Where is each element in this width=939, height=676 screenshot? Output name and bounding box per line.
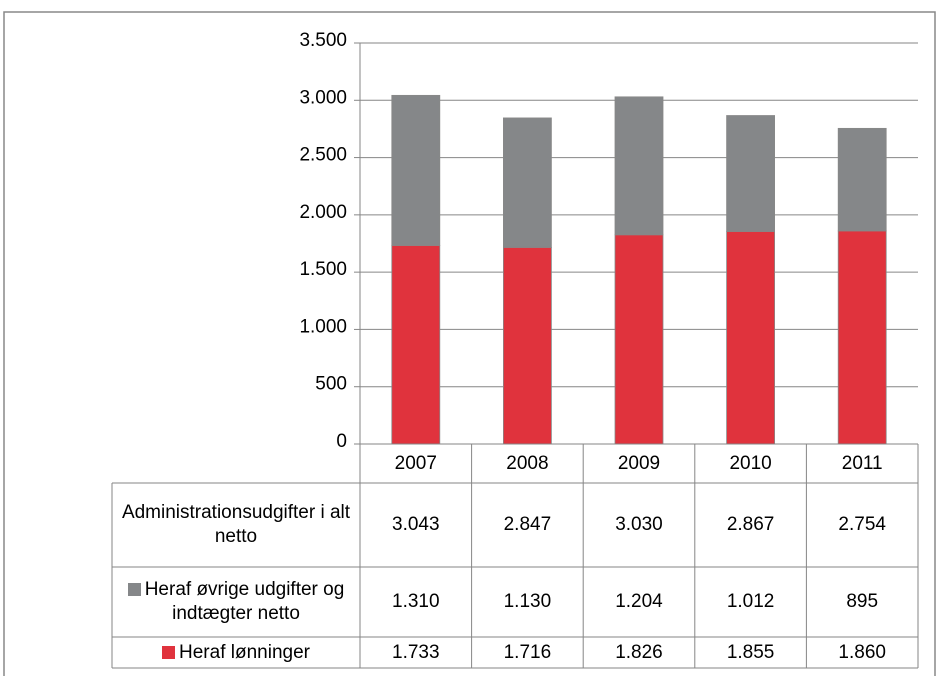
table-value: 1.716: [472, 637, 584, 668]
bar-segment: [614, 96, 664, 236]
legend-label: Heraf øvrige udgifter og indtægter netto: [114, 567, 358, 637]
table-value: 1.130: [472, 567, 584, 637]
bar-segment: [726, 231, 775, 445]
table-value-text: 1.204: [615, 591, 663, 612]
bar-segment: [391, 245, 441, 445]
legend-swatch: [162, 645, 176, 659]
x-tick-label-text: 2010: [729, 452, 772, 474]
table-value-text: 1.860: [838, 641, 886, 663]
table-value-text: 1.716: [503, 641, 552, 663]
legend-label: Heraf lønninger: [114, 637, 358, 668]
row-label-text: Administrationsudgifter i alt netto: [121, 502, 351, 547]
table-value: 1.012: [695, 567, 807, 637]
y-tick-label: 0: [336, 431, 347, 452]
x-tick-label: 2010: [695, 444, 807, 483]
table-value: 2.754: [806, 483, 918, 567]
table-value: 3.030: [583, 483, 695, 567]
legend-entry: Heraf lønninger: [162, 641, 310, 665]
table-value: 3.043: [360, 483, 472, 567]
x-tick-label: 2007: [360, 444, 472, 483]
legend-label-text: Heraf øvrige udgifter og indtægter netto: [144, 579, 345, 624]
table-value: 895: [806, 567, 918, 637]
row-label: Administrationsudgifter i alt netto: [114, 483, 358, 567]
table-value: 1.310: [360, 567, 472, 637]
y-tick-label: 3.500: [299, 30, 347, 51]
table-value: 1.860: [806, 637, 918, 668]
bar-segment: [502, 246, 552, 445]
table-value-text: 2.867: [726, 514, 775, 535]
bar-segment: [726, 115, 775, 232]
bar-segment: [391, 94, 441, 246]
table-value-text: 895: [846, 591, 879, 612]
bar-segment: [502, 117, 552, 248]
bar-segment: [837, 127, 887, 232]
table-value: 1.733: [360, 637, 472, 668]
table-value: 2.847: [472, 483, 584, 567]
x-tick-label: 2008: [472, 444, 584, 483]
table-value: 1.826: [583, 637, 695, 668]
y-tick-label: 2.500: [299, 145, 347, 166]
table-value-text: 1.310: [392, 591, 440, 612]
y-tick-label: 2.000: [299, 202, 347, 223]
table-value-text: 3.043: [392, 514, 440, 535]
table-value-text: 3.030: [615, 514, 663, 535]
table-value-text: 1.012: [726, 591, 775, 612]
y-tick-label: 1.500: [299, 259, 347, 280]
table-value: 2.867: [695, 483, 807, 567]
x-tick-label-text: 2011: [841, 452, 883, 474]
x-tick-label-text: 2007: [394, 452, 437, 474]
y-tick-label: 3.000: [299, 87, 347, 108]
legend-swatch: [127, 583, 141, 597]
y-tick-label: 1.000: [299, 316, 347, 337]
x-tick-label-text: 2009: [617, 452, 661, 474]
y-tick-label: 500: [315, 374, 347, 395]
frame-border: [3, 11, 936, 676]
table-value-text: 1.826: [615, 641, 663, 663]
table-value: 1.204: [583, 567, 695, 637]
legend-label-text: Heraf lønninger: [179, 641, 310, 663]
table-value-text: 1.733: [392, 641, 440, 663]
x-tick-label: 2009: [583, 444, 695, 483]
table-value-text: 1.855: [726, 641, 775, 663]
table-value-text: 1.130: [503, 591, 552, 612]
table-value-text: 2.847: [503, 514, 552, 535]
bar-segment: [837, 230, 887, 445]
x-tick-label: 2011: [806, 444, 918, 483]
table-value: 1.855: [695, 637, 807, 668]
legend-entry: Heraf øvrige udgifter og indtægter netto: [114, 578, 358, 626]
x-tick-label-text: 2008: [506, 452, 549, 474]
table-value-text: 2.754: [838, 514, 886, 535]
bar-segment: [614, 234, 664, 445]
